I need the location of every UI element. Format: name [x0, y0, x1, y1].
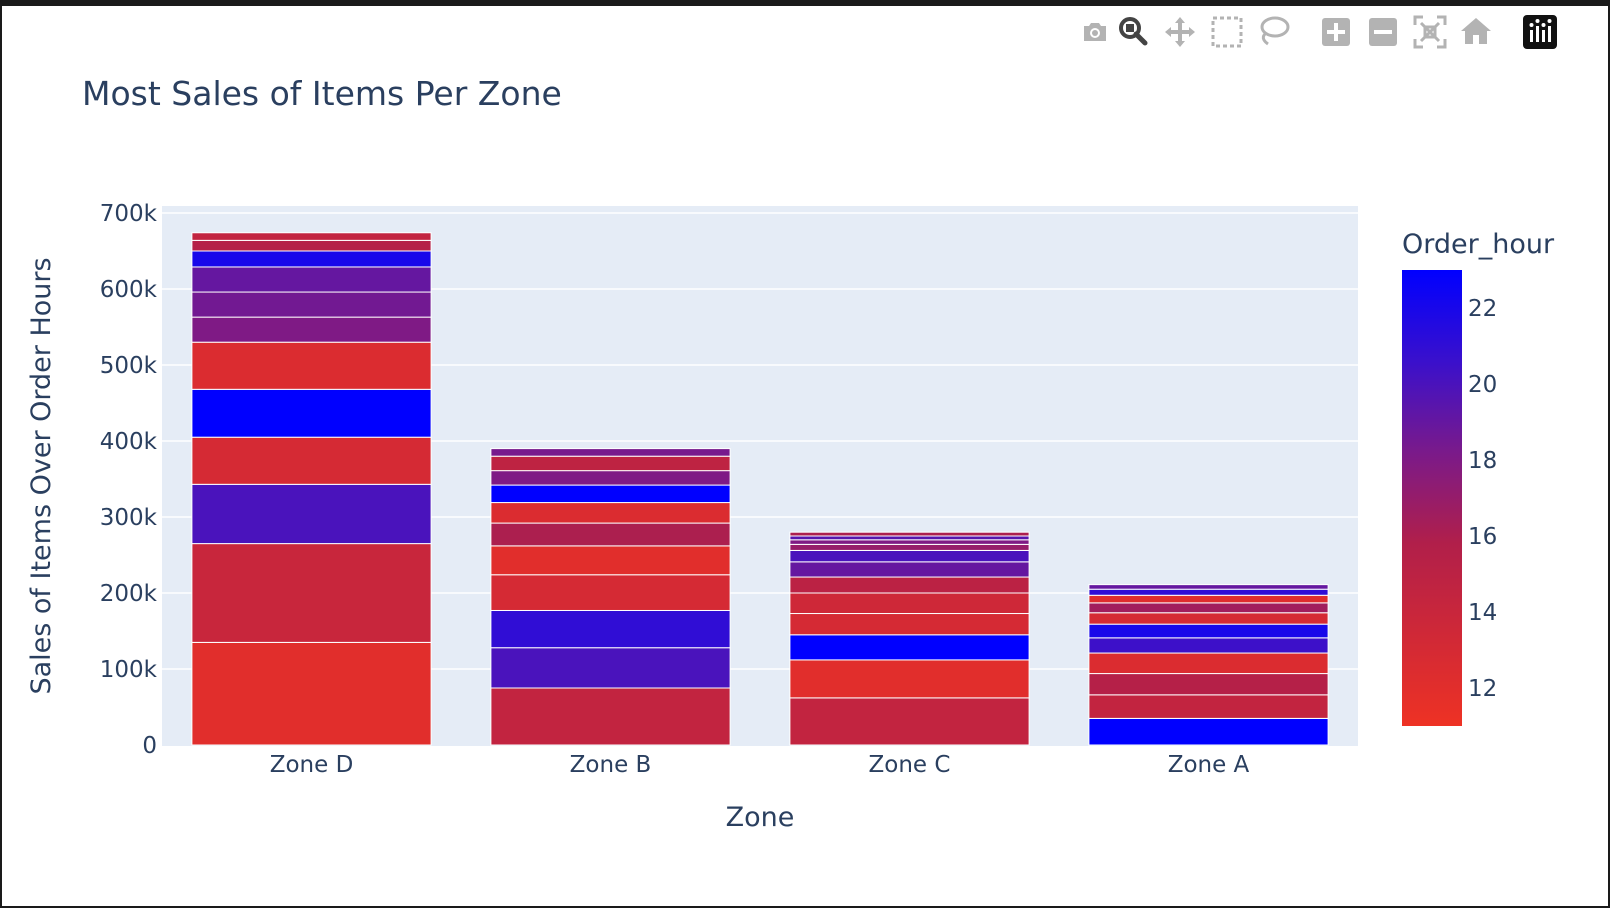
bar-segment[interactable]: [1088, 612, 1329, 625]
bar-segment[interactable]: [1088, 673, 1329, 696]
bar-segment[interactable]: [789, 561, 1030, 578]
bar-segment[interactable]: [191, 641, 432, 746]
lasso-select-icon[interactable]: [1253, 12, 1293, 52]
colorbar-tick-labels: 12 14 16 18 20 22: [1468, 296, 1497, 702]
bar-segment[interactable]: [789, 659, 1030, 699]
y-tick-label: 500k: [100, 353, 158, 379]
chart-title: Most Sales of Items Per Zone: [82, 74, 562, 113]
bar-segment[interactable]: [191, 291, 432, 318]
zoom-in-icon[interactable]: [1316, 12, 1356, 52]
bar-segment[interactable]: [490, 574, 731, 611]
y-tick-label: 0: [142, 733, 157, 759]
x-tick-label: Zone D: [270, 752, 354, 778]
bar-segment[interactable]: [490, 502, 731, 524]
camera-icon[interactable]: [1075, 12, 1115, 52]
x-tick-label: Zone B: [570, 752, 652, 778]
bar-segment[interactable]: [789, 634, 1030, 661]
bar-segment[interactable]: [191, 250, 432, 268]
bar-segment[interactable]: [490, 522, 731, 547]
plotly-logo-icon[interactable]: [1520, 12, 1560, 52]
modebar: [1075, 12, 1605, 52]
bar-segment[interactable]: [1088, 584, 1329, 590]
bar-segment[interactable]: [191, 316, 432, 343]
colorbar-tick-label: 22: [1468, 296, 1497, 322]
bar-segment[interactable]: [1088, 623, 1329, 639]
bar-segment[interactable]: [1088, 594, 1329, 604]
y-axis-title: Sales of Items Over Order Hours: [26, 257, 57, 694]
bar-segment[interactable]: [191, 341, 432, 390]
bar-segment[interactable]: [1088, 652, 1329, 675]
bar-segment[interactable]: [789, 697, 1030, 746]
bar-segment[interactable]: [191, 388, 432, 438]
y-tick-label: 200k: [100, 581, 158, 607]
x-tick-labels: Zone D Zone B Zone C Zone A: [270, 752, 1250, 778]
colorbar: [1402, 270, 1462, 726]
bar-segment[interactable]: [191, 239, 432, 252]
bar-segment[interactable]: [789, 535, 1030, 541]
colorbar-tick-label: 14: [1468, 600, 1497, 626]
bar-segment[interactable]: [490, 455, 731, 472]
y-tick-label: 600k: [100, 277, 158, 303]
bar-segment[interactable]: [490, 647, 731, 689]
bar-segment[interactable]: [490, 448, 731, 457]
pan-icon[interactable]: [1160, 12, 1200, 52]
bar-segment[interactable]: [789, 543, 1030, 551]
y-tick-label: 100k: [100, 657, 158, 683]
bar-segment[interactable]: [490, 545, 731, 576]
bar-segment[interactable]: [1088, 717, 1329, 746]
bar-segment[interactable]: [789, 531, 1030, 537]
colorbar-tick-label: 12: [1468, 676, 1497, 702]
bar-segment[interactable]: [191, 436, 432, 485]
autoscale-icon[interactable]: [1410, 12, 1450, 52]
y-tick-label: 400k: [100, 429, 158, 455]
bar-segment[interactable]: [191, 266, 432, 293]
zoom-icon[interactable]: [1113, 12, 1153, 52]
x-tick-label: Zone C: [869, 752, 951, 778]
bar-segment[interactable]: [191, 232, 432, 241]
bar-segment[interactable]: [191, 483, 432, 545]
colorbar-tick-label: 20: [1468, 372, 1497, 398]
bar-segment[interactable]: [1088, 637, 1329, 654]
reset-axes-icon[interactable]: [1456, 12, 1496, 52]
colorbar-title: Order_hour: [1402, 229, 1555, 260]
colorbar-tick-label: 18: [1468, 448, 1497, 474]
bar-segment[interactable]: [191, 543, 432, 643]
zoom-out-icon[interactable]: [1363, 12, 1403, 52]
bar-segment[interactable]: [1088, 588, 1329, 596]
bar-segment[interactable]: [789, 613, 1030, 636]
bar-segment[interactable]: [490, 484, 731, 504]
box-select-icon[interactable]: [1207, 12, 1247, 52]
bar-segment[interactable]: [789, 549, 1030, 563]
x-tick-label: Zone A: [1168, 752, 1250, 778]
y-tick-labels: 0 100k 200k 300k 400k 500k 600k 700k: [100, 201, 158, 759]
y-tick-label: 700k: [100, 201, 158, 227]
x-axis-title: Zone: [726, 802, 795, 833]
bar-segment[interactable]: [789, 539, 1030, 545]
bar-segment[interactable]: [490, 687, 731, 746]
bars: [191, 232, 1329, 746]
colorbar-tick-label: 16: [1468, 524, 1497, 550]
bar-segment[interactable]: [789, 592, 1030, 615]
y-tick-label: 300k: [100, 505, 158, 531]
bar-segment[interactable]: [1088, 602, 1329, 614]
bar-segment[interactable]: [789, 576, 1030, 594]
bar-segment[interactable]: [1088, 694, 1329, 719]
bar-segment[interactable]: [490, 470, 731, 486]
bar-segment[interactable]: [490, 609, 731, 649]
